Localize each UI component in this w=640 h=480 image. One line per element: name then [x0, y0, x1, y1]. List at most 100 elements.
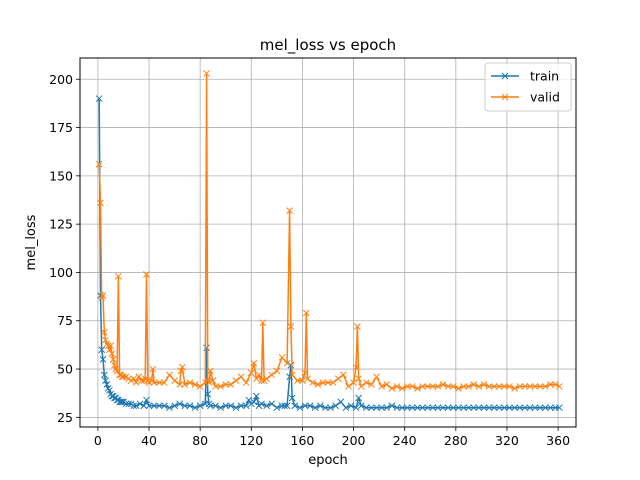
data-point-train	[556, 404, 563, 412]
data-point-valid	[480, 381, 488, 388]
data-point-valid	[212, 383, 219, 390]
data-point-train	[106, 386, 113, 394]
series-valid	[95, 70, 563, 392]
data-point-valid	[255, 371, 263, 379]
data-point-valid	[227, 381, 235, 388]
data-point-valid	[293, 377, 301, 384]
data-point-valid	[552, 381, 559, 388]
data-point-valid	[191, 381, 199, 388]
data-point-valid	[429, 383, 437, 390]
data-point-valid	[205, 379, 213, 386]
data-point-train	[414, 404, 421, 412]
data-point-valid	[556, 383, 563, 390]
data-point-train	[470, 404, 478, 412]
data-point-train	[288, 394, 296, 402]
data-point-valid	[319, 379, 327, 386]
data-point-train	[181, 402, 189, 410]
data-point-train	[117, 398, 125, 406]
data-point-train	[281, 402, 288, 410]
data-point-valid	[99, 292, 107, 299]
data-point-valid	[339, 371, 347, 379]
legend-item-valid: valid	[491, 90, 560, 105]
y-axis: 25 50 75 100 125 150 175 200	[49, 72, 80, 425]
data-point-valid	[501, 383, 508, 390]
data-point-valid	[288, 371, 296, 379]
data-point-valid	[536, 383, 544, 390]
data-point-train	[322, 404, 329, 412]
data-point-valid	[107, 342, 115, 350]
data-point-valid	[143, 271, 150, 278]
data-point-valid	[444, 383, 452, 390]
data-point-valid	[111, 361, 118, 369]
data-point-valid	[287, 323, 295, 330]
data-point-train	[485, 404, 493, 412]
data-point-train	[362, 404, 370, 412]
data-point-valid	[526, 383, 534, 390]
y-axis-label: mel_loss	[24, 214, 39, 270]
data-point-train	[278, 402, 286, 410]
legend-label-valid: valid	[530, 90, 560, 105]
data-point-valid	[414, 385, 421, 392]
grid	[80, 58, 576, 427]
data-point-train	[296, 404, 304, 412]
legend-item-train: train	[491, 69, 559, 84]
data-point-train	[250, 398, 258, 406]
data-point-train	[501, 404, 508, 412]
data-point-valid	[104, 342, 112, 350]
data-point-train	[311, 404, 319, 412]
data-point-valid	[232, 377, 240, 384]
legend-label-train: train	[530, 69, 559, 84]
data-point-valid	[97, 199, 104, 207]
data-point-valid	[237, 373, 245, 381]
data-point-valid	[449, 383, 457, 390]
y-tick-label: 125	[49, 217, 73, 232]
data-point-valid	[314, 381, 322, 388]
y-tick-label: 175	[49, 120, 73, 135]
data-point-valid	[135, 373, 143, 381]
data-point-valid	[403, 383, 411, 390]
data-point-train	[227, 402, 235, 410]
data-point-train	[103, 381, 111, 388]
data-point-train	[460, 404, 467, 412]
data-point-valid	[253, 375, 260, 383]
data-point-train	[145, 402, 153, 410]
data-point-train	[352, 404, 360, 412]
data-point-valid	[186, 379, 194, 386]
data-point-valid	[455, 385, 462, 392]
data-point-valid	[196, 383, 204, 390]
y-tick-label: 75	[57, 313, 73, 328]
data-point-valid	[250, 359, 258, 367]
x-tick-label: 80	[192, 433, 208, 448]
data-point-train	[136, 400, 144, 408]
legend: train valid	[484, 62, 572, 112]
data-point-train	[480, 404, 488, 412]
data-point-train	[506, 404, 513, 412]
y-tick-label: 50	[57, 362, 73, 377]
x-tick-label: 280	[444, 433, 468, 448]
data-point-valid	[485, 383, 493, 390]
data-point-train	[253, 392, 260, 400]
data-point-valid	[100, 328, 108, 336]
data-point-train	[99, 356, 107, 363]
data-point-train	[357, 402, 365, 410]
data-point-valid	[102, 336, 109, 344]
data-point-train	[531, 404, 539, 412]
data-point-train	[516, 404, 524, 412]
data-point-valid	[516, 383, 524, 390]
data-point-train	[455, 404, 462, 412]
data-point-valid	[149, 365, 157, 373]
data-point-train	[541, 404, 549, 412]
data-point-valid	[393, 383, 401, 390]
data-point-valid	[388, 385, 396, 392]
data-point-train	[100, 371, 108, 379]
data-point-train	[316, 402, 324, 410]
data-point-train	[393, 404, 401, 412]
data-point-valid	[354, 323, 361, 330]
data-point-valid	[176, 381, 184, 388]
data-point-train	[521, 404, 529, 412]
data-point-train	[424, 404, 432, 412]
data-point-train	[140, 402, 148, 410]
data-point-train	[449, 404, 457, 412]
x-tick-label: 0	[94, 433, 102, 448]
data-point-valid	[355, 375, 363, 383]
